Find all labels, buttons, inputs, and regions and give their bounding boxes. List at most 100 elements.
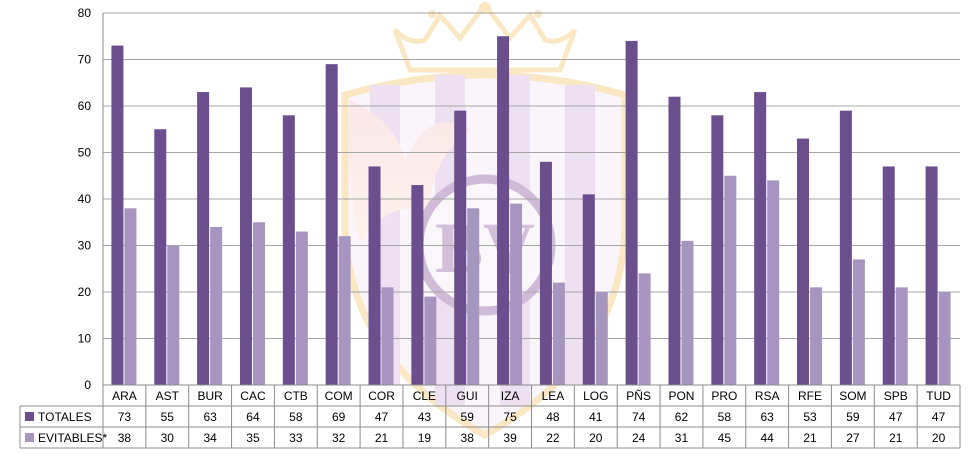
bar-evitables — [638, 273, 651, 385]
category-label: PÑS — [626, 389, 651, 403]
bar-totales — [411, 185, 424, 385]
legend-label: EVITABLES* — [38, 431, 107, 445]
data-label: 30 — [161, 431, 175, 445]
bar-evitables — [681, 240, 694, 385]
bar-evitables — [424, 296, 437, 385]
bar-totales — [882, 166, 895, 385]
y-tick-label: 0 — [84, 378, 91, 392]
data-label: 59 — [846, 410, 860, 424]
bar-evitables — [510, 203, 523, 385]
bar-evitables — [124, 208, 137, 385]
data-label: 21 — [889, 431, 903, 445]
data-label: 75 — [503, 410, 517, 424]
data-label: 47 — [932, 410, 946, 424]
data-label: 22 — [546, 431, 560, 445]
data-label: 35 — [246, 431, 260, 445]
bar-evitables — [167, 245, 180, 385]
data-label: 32 — [332, 431, 346, 445]
bar-totales — [454, 110, 467, 386]
data-label: 20 — [589, 431, 603, 445]
category-label: IZA — [501, 389, 520, 403]
y-tick-label: 60 — [78, 99, 92, 113]
data-label: 34 — [203, 431, 217, 445]
data-label: 39 — [503, 431, 517, 445]
bar-totales — [325, 64, 338, 386]
data-label: 74 — [632, 410, 646, 424]
data-label: 63 — [760, 410, 774, 424]
bar-evitables — [895, 287, 908, 385]
data-label: 64 — [246, 410, 260, 424]
category-label: LOG — [583, 389, 608, 403]
bar-totales — [711, 115, 724, 386]
bar-totales — [797, 138, 810, 385]
bars — [111, 36, 951, 386]
category-label: COR — [368, 389, 395, 403]
category-label: COM — [325, 389, 353, 403]
category-label: RFE — [798, 389, 822, 403]
data-label: 47 — [889, 410, 903, 424]
data-label: 24 — [632, 431, 646, 445]
crown-icon — [392, 0, 578, 73]
data-label: 69 — [332, 410, 346, 424]
data-label: 59 — [461, 410, 475, 424]
bar-evitables — [381, 287, 394, 385]
bar-evitables — [467, 208, 480, 385]
y-tick-label: 20 — [78, 285, 92, 299]
category-label: TUD — [926, 389, 951, 403]
data-label: 48 — [546, 410, 560, 424]
bar-totales — [582, 194, 595, 385]
bar-totales — [925, 166, 938, 385]
data-label: 55 — [161, 410, 175, 424]
data-table: ARA AST BUR CAC CTB COM COR CLE GUI IZA LEA LOG PÑS P… — [19, 384, 961, 449]
category-label: CTB — [284, 389, 308, 403]
category-label: SPB — [884, 389, 908, 403]
bar-evitables — [295, 231, 308, 385]
bar-evitables — [938, 292, 951, 385]
category-label: CAC — [240, 389, 266, 403]
y-tick-label: 30 — [78, 239, 92, 253]
data-label: 31 — [675, 431, 689, 445]
data-label: 45 — [718, 431, 732, 445]
bar-evitables — [767, 180, 780, 385]
category-label: AST — [156, 389, 180, 403]
data-label: 73 — [118, 410, 132, 424]
bar-totales — [754, 92, 767, 386]
category-label: PRO — [711, 389, 737, 403]
category-label: CLE — [413, 389, 436, 403]
category-label: GUI — [457, 389, 478, 403]
category-label: ARA — [112, 389, 137, 403]
y-tick-label: 50 — [78, 146, 92, 160]
bar-totales — [368, 166, 381, 385]
bar-evitables — [595, 292, 608, 385]
data-label: 27 — [846, 431, 860, 445]
data-label: 44 — [760, 431, 774, 445]
bar-totales — [197, 92, 210, 386]
bar-evitables — [852, 259, 865, 385]
bar-evitables — [552, 282, 565, 385]
bar-totales — [625, 40, 638, 386]
y-tick-label: 70 — [78, 53, 92, 67]
category-label: SOM — [839, 389, 866, 403]
y-tick-label: 40 — [78, 192, 92, 206]
data-label: 63 — [203, 410, 217, 424]
bar-totales — [111, 45, 124, 386]
data-label: 38 — [461, 431, 475, 445]
y-tick-label: 80 — [78, 6, 92, 20]
category-label: BUR — [197, 389, 223, 403]
category-label: RSA — [755, 389, 780, 403]
bar-evitables — [252, 222, 265, 385]
bar-totales — [282, 115, 295, 386]
bar-totales — [668, 96, 681, 385]
data-label: 62 — [675, 410, 689, 424]
data-label: 43 — [418, 410, 432, 424]
data-label: 20 — [932, 431, 946, 445]
data-label: 33 — [289, 431, 303, 445]
legend-swatch — [25, 433, 34, 442]
data-label: 21 — [375, 431, 389, 445]
bar-evitables — [338, 236, 351, 385]
bar-totales — [497, 36, 510, 385]
category-label: PON — [668, 389, 694, 403]
bar-totales — [154, 129, 167, 385]
legend-swatch — [25, 412, 34, 421]
